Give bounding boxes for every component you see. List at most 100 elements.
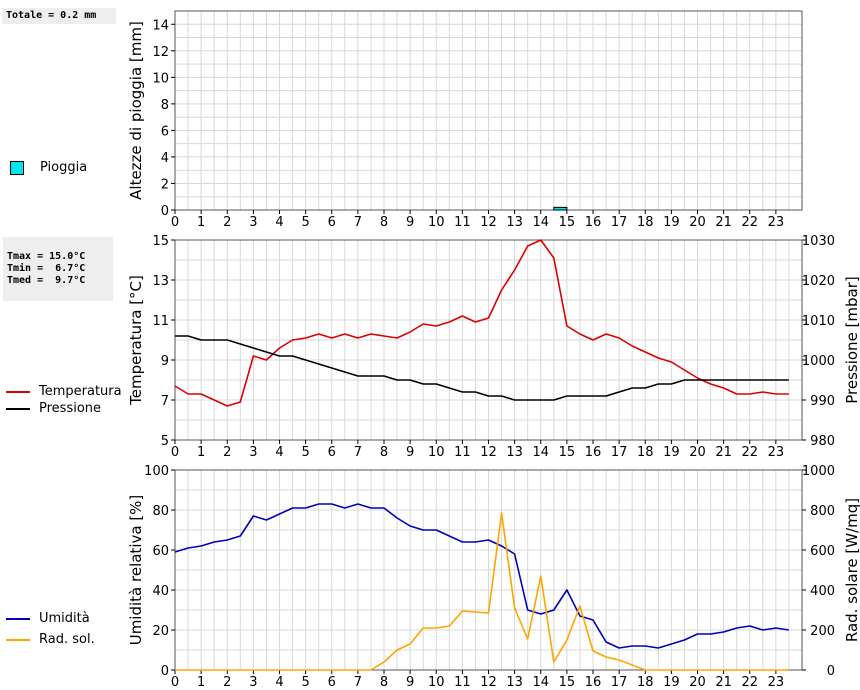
y-axis-title: Umidità relativa [%] xyxy=(127,495,145,646)
legend-swatch-pioggia xyxy=(10,160,24,175)
y2-tick-label: 1030 xyxy=(802,234,835,249)
x-tick-label: 21 xyxy=(715,445,732,460)
y-tick-label: 20 xyxy=(152,624,169,639)
x-tick-label: 9 xyxy=(406,445,414,460)
y-tick-label: 80 xyxy=(152,504,169,519)
y2-tick-label: 400 xyxy=(810,584,835,599)
y-axis-title: Altezze di pioggia [mm] xyxy=(127,21,145,200)
legend-item-pioggia: Pioggia xyxy=(10,160,87,175)
x-tick-label: 23 xyxy=(768,215,785,230)
x-tick-label: 12 xyxy=(480,675,497,690)
series-1-1-line xyxy=(175,335,789,401)
x-tick-label: 12 xyxy=(480,445,497,460)
x-tick-label: 1 xyxy=(197,215,205,230)
x-tick-label: 19 xyxy=(663,215,680,230)
x-tick-label: 16 xyxy=(585,675,602,690)
chart-panel-0: 0 1 2 3 4 5 6 7 8 9 10 11 12 13 14 15 16 17 18 19 20 21 22 2302… xyxy=(127,10,803,230)
y-tick-label: 7 xyxy=(161,394,169,409)
y-tick-label: 0 xyxy=(161,664,169,679)
x-tick-label: 1 xyxy=(197,675,205,690)
legend-label-umidita: Umidità xyxy=(39,611,90,626)
x-tick-label: 0 xyxy=(171,445,179,460)
x-tick-label: 20 xyxy=(689,215,706,230)
series-2-1-line xyxy=(175,512,789,671)
y-tick-label: 15 xyxy=(152,234,169,249)
y-tick-label: 0 xyxy=(161,204,169,219)
x-tick-label: 3 xyxy=(249,215,257,230)
x-tick-label: 22 xyxy=(741,215,758,230)
x-tick-label: 7 xyxy=(354,675,362,690)
y-tick-label: 9 xyxy=(161,354,169,369)
y-tick-label: 11 xyxy=(152,314,169,329)
x-tick-label: 0 xyxy=(171,675,179,690)
y2-axis-title: Pressione [mbar] xyxy=(843,276,860,404)
rain-bar xyxy=(553,206,568,211)
x-tick-label: 17 xyxy=(611,215,628,230)
x-tick-label: 20 xyxy=(689,445,706,460)
x-tick-label: 10 xyxy=(428,215,445,230)
y2-tick-label: 1000 xyxy=(802,354,835,369)
x-tick-label: 10 xyxy=(428,675,445,690)
stat-tmed: Tmed = 9.7°C xyxy=(7,275,86,286)
x-tick-label: 22 xyxy=(741,445,758,460)
legend-item-pressione: Pressione xyxy=(6,401,101,416)
x-tick-label: 19 xyxy=(663,445,680,460)
x-tick-label: 5 xyxy=(301,445,309,460)
x-tick-label: 18 xyxy=(637,215,654,230)
y-tick-label: 60 xyxy=(152,544,169,559)
x-tick-label: 4 xyxy=(275,215,283,230)
y-tick-label: 13 xyxy=(152,274,169,289)
x-tick-label: 15 xyxy=(559,675,576,690)
legend-item-temperatura: Temperatura xyxy=(6,384,122,399)
y2-tick-label: 1020 xyxy=(802,274,835,289)
y-tick-label: 4 xyxy=(161,151,169,166)
x-tick-label: 18 xyxy=(637,675,654,690)
legend-swatch-temperatura xyxy=(6,390,30,393)
x-tick-label: 17 xyxy=(611,445,628,460)
stat-tmax: Tmax = 15.0°C xyxy=(7,251,86,262)
x-tick-label: 16 xyxy=(585,445,602,460)
chart-panel-1: 0 1 2 3 4 5 6 7 8 9 10 11 12 13 14 15 16 17 18 19 20 21 22 2357… xyxy=(127,234,860,460)
y2-tick-label: 0 xyxy=(827,664,835,679)
legend-label-pressione: Pressione xyxy=(39,401,102,416)
y-tick-label: 100 xyxy=(144,464,169,479)
x-tick-label: 8 xyxy=(380,445,388,460)
legend-swatch-pressione xyxy=(6,407,30,410)
x-tick-label: 23 xyxy=(768,445,785,460)
x-tick-label: 4 xyxy=(275,445,283,460)
x-tick-label: 14 xyxy=(532,215,549,230)
stat-tmin: Tmin = 6.7°C xyxy=(7,263,86,274)
x-tick-label: 1 xyxy=(197,445,205,460)
x-tick-label: 14 xyxy=(532,675,549,690)
y-tick-label: 6 xyxy=(161,124,169,139)
legend-item-umidita: Umidità xyxy=(6,611,90,626)
x-tick-label: 4 xyxy=(275,675,283,690)
x-tick-label: 10 xyxy=(428,445,445,460)
x-tick-label: 23 xyxy=(768,675,785,690)
x-tick-label: 6 xyxy=(328,215,336,230)
legend-swatch-umidita xyxy=(6,617,30,620)
x-tick-label: 9 xyxy=(406,215,414,230)
y2-tick-label: 980 xyxy=(810,434,835,449)
x-tick-label: 22 xyxy=(741,675,758,690)
x-tick-label: 21 xyxy=(715,675,732,690)
x-tick-label: 2 xyxy=(223,445,231,460)
legend-item-rad-sol: Rad. sol. xyxy=(6,632,95,647)
x-tick-label: 17 xyxy=(611,675,628,690)
legend-swatch-rad-sol xyxy=(6,638,30,641)
x-tick-label: 3 xyxy=(249,675,257,690)
x-tick-label: 8 xyxy=(380,215,388,230)
x-tick-label: 18 xyxy=(637,445,654,460)
x-tick-label: 6 xyxy=(328,445,336,460)
y2-tick-label: 600 xyxy=(810,544,835,559)
y-tick-label: 8 xyxy=(161,98,169,113)
legend-label-temperatura: Temperatura xyxy=(39,384,122,399)
x-tick-label: 6 xyxy=(328,675,336,690)
x-tick-label: 13 xyxy=(506,215,523,230)
y-tick-label: 14 xyxy=(152,18,169,33)
y-tick-label: 10 xyxy=(152,71,169,86)
temperature-stats: Tmax = 15.0°C Tmin = 6.7°C Tmed = 9.7°C xyxy=(3,237,113,301)
x-tick-label: 5 xyxy=(301,215,309,230)
legend-label-rad-sol: Rad. sol. xyxy=(39,632,95,647)
